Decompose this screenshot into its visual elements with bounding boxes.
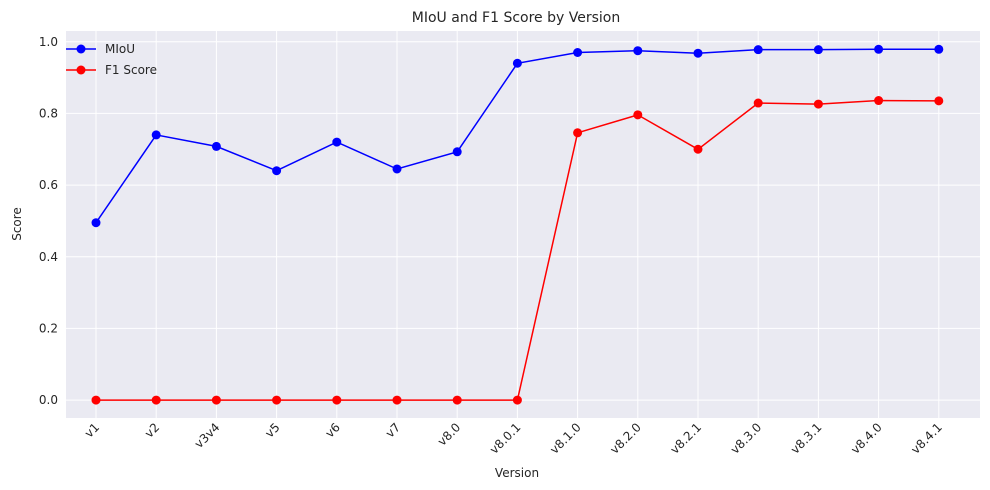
chart-title: MIoU and F1 Score by Version bbox=[412, 10, 620, 26]
x-tick-label: v8.2.0 bbox=[607, 420, 644, 457]
data-point-f1 bbox=[512, 395, 522, 405]
y-tick-label: 0.8 bbox=[39, 106, 58, 120]
x-tick-label: v2 bbox=[142, 420, 162, 440]
data-point-f1 bbox=[874, 96, 884, 106]
y-tick-label: 0.0 bbox=[39, 393, 58, 407]
data-point-miou bbox=[874, 44, 884, 54]
data-point-miou bbox=[573, 48, 583, 57]
x-tick-label: v5 bbox=[262, 420, 282, 440]
y-tick-label: 0.2 bbox=[39, 321, 58, 335]
data-point-miou bbox=[693, 48, 703, 58]
data-point-f1 bbox=[151, 395, 161, 405]
series-group bbox=[91, 44, 944, 405]
data-point-miou bbox=[272, 166, 282, 176]
x-tick-label: v6 bbox=[323, 420, 343, 440]
data-point-f1 bbox=[573, 128, 583, 138]
data-point-f1 bbox=[813, 99, 823, 109]
x-tick-label: v8.3.1 bbox=[788, 420, 825, 457]
legend-marker-f1 bbox=[76, 65, 86, 75]
y-axis-ticks: 0.0 0.2 0.4 0.6 0.8 1.0 bbox=[39, 35, 58, 407]
data-point-miou bbox=[934, 44, 944, 54]
data-point-f1 bbox=[633, 110, 643, 120]
data-point-f1 bbox=[934, 96, 944, 106]
data-point-f1 bbox=[211, 395, 221, 405]
data-point-miou bbox=[91, 218, 101, 228]
legend: MIoU F1 Score bbox=[66, 42, 157, 77]
data-point-miou bbox=[392, 164, 402, 174]
data-point-f1 bbox=[272, 395, 282, 405]
y-tick-label: 0.4 bbox=[39, 250, 58, 264]
data-point-miou bbox=[151, 130, 161, 140]
legend-label-miou: MIoU bbox=[105, 42, 135, 56]
x-tick-label: v8.0.1 bbox=[487, 420, 524, 457]
data-point-miou bbox=[512, 58, 522, 68]
data-point-f1 bbox=[452, 395, 462, 405]
data-point-miou bbox=[753, 45, 763, 55]
x-tick-label: v8.3.0 bbox=[728, 420, 765, 457]
y-tick-label: 1.0 bbox=[39, 35, 58, 49]
grid bbox=[66, 31, 980, 418]
y-axis-label: Score bbox=[10, 207, 24, 241]
x-tick-label: v8.1.0 bbox=[547, 420, 584, 457]
data-point-miou bbox=[211, 141, 221, 151]
data-point-f1 bbox=[753, 98, 763, 108]
x-tick-label: v8.2.1 bbox=[668, 420, 705, 457]
plot-background bbox=[66, 31, 980, 418]
x-tick-label: v8.4.1 bbox=[908, 420, 945, 457]
data-point-f1 bbox=[332, 395, 342, 405]
x-tick-label: v8.0 bbox=[435, 420, 463, 448]
data-point-miou bbox=[813, 45, 823, 55]
data-point-f1 bbox=[392, 395, 402, 405]
legend-label-f1: F1 Score bbox=[105, 63, 157, 77]
x-axis-label: Version bbox=[495, 466, 539, 480]
data-point-f1 bbox=[693, 144, 703, 154]
data-point-miou bbox=[332, 137, 342, 147]
data-point-miou bbox=[633, 46, 643, 56]
data-point-miou bbox=[452, 147, 462, 157]
legend-marker-miou bbox=[76, 44, 86, 54]
x-tick-label: v7 bbox=[383, 420, 403, 440]
y-tick-label: 0.6 bbox=[39, 178, 58, 192]
x-tick-label: v3v4 bbox=[192, 420, 223, 451]
x-tick-label: v1 bbox=[82, 420, 102, 440]
data-point-f1 bbox=[91, 395, 101, 405]
x-axis-ticks: v1 v2 v3v4 v5 v6 v7 v8.0 v8.0.1 v8.1.0 v8.2.0 v8.2… bbox=[82, 420, 945, 457]
x-tick-label: v8.4.0 bbox=[848, 420, 885, 457]
